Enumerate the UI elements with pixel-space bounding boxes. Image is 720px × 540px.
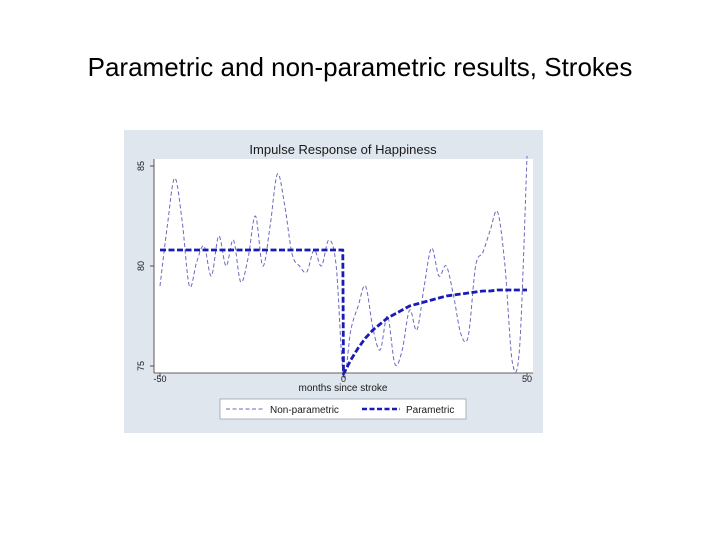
y-tick-label: 75	[136, 361, 146, 371]
x-tick-label: -50	[153, 374, 166, 384]
legend-label-parametric: Parametric	[406, 405, 454, 416]
legend: Non-parametric Parametric	[219, 398, 467, 420]
legend-box	[219, 398, 467, 420]
legend-label-nonparametric: Non-parametric	[270, 405, 339, 416]
chart-svg: Impulse Response of Happiness -50 0 50 75 80…	[124, 130, 543, 433]
axis-layer: -50 0 50 75 80 85	[136, 159, 533, 384]
series-line-nonparametric	[159, 155, 528, 379]
chart-title: Impulse Response of Happiness	[249, 142, 437, 157]
x-tick-label: 50	[522, 374, 532, 384]
y-tick-label: 80	[136, 261, 146, 271]
x-axis-label: months since stroke	[299, 383, 388, 394]
plot-layer	[159, 155, 528, 379]
chart-figure: Impulse Response of Happiness -50 0 50 75 80…	[124, 130, 543, 433]
slide-title: Parametric and non-parametric results, S…	[87, 52, 633, 82]
y-tick-label: 85	[136, 161, 146, 171]
series-line-parametric	[160, 248, 527, 376]
x-tick-label: 0	[341, 374, 346, 384]
